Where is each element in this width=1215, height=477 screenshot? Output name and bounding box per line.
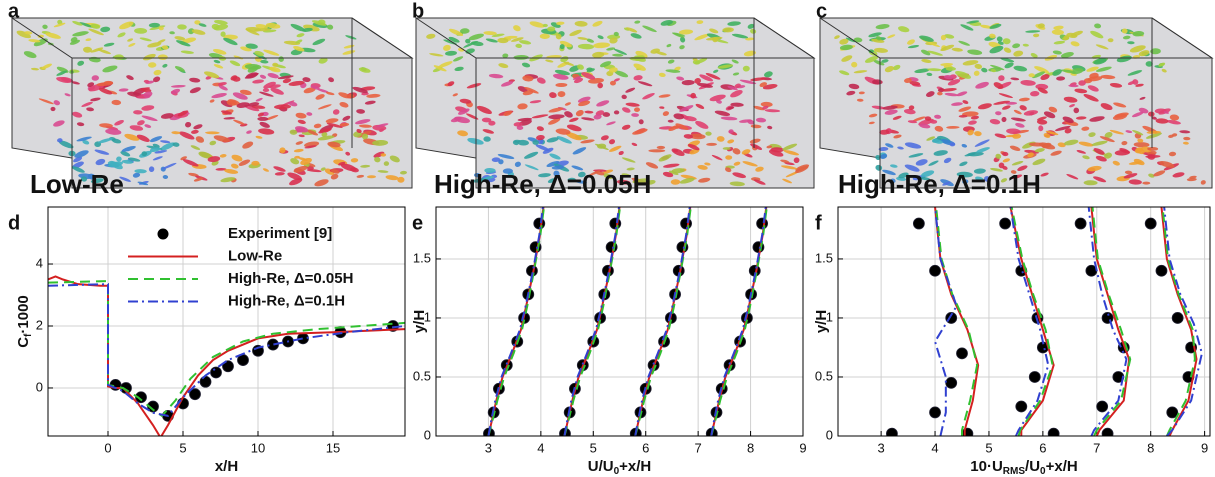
data-point — [681, 218, 692, 229]
vortex-streak — [263, 88, 269, 92]
data-point — [1048, 428, 1059, 439]
image-caption: Low-Re — [30, 169, 124, 199]
x-tick-label: 4 — [537, 440, 544, 455]
x-tick-label: 9 — [1201, 440, 1208, 455]
vortex-streak — [1147, 147, 1158, 151]
data-point — [913, 218, 924, 229]
data-point — [1097, 401, 1108, 412]
y-axis-label: Cf·1000 — [15, 295, 34, 348]
x-tick-label: 5 — [590, 440, 597, 455]
x-tick-label: 8 — [747, 440, 754, 455]
data-point — [1102, 428, 1113, 439]
rendering — [820, 18, 1212, 188]
x-tick-label: 7 — [1093, 440, 1100, 455]
x-tick-label: 3 — [485, 440, 492, 455]
x-tick-label: 6 — [1039, 440, 1046, 455]
y-tick-label: 2 — [36, 317, 43, 332]
y-axis-label-part: y/H — [411, 310, 428, 333]
x-tick-label: 8 — [1147, 440, 1154, 455]
x-tick-label: 4 — [931, 440, 938, 455]
data-point — [211, 367, 222, 378]
vortex-streak — [279, 147, 285, 153]
panel-letter: d — [8, 212, 20, 234]
x-tick-label: 10 — [251, 440, 265, 455]
x-axis-label-part: RMS — [1003, 466, 1026, 477]
x-tick-label: 0 — [104, 440, 111, 455]
x-axis-label: 10·URMS/U0+x/H — [970, 458, 1077, 477]
data-point — [957, 348, 968, 359]
y-axis-label: y/H — [411, 310, 428, 333]
y-tick-label: 1.5 — [413, 250, 431, 265]
x-tick-label: 3 — [878, 440, 885, 455]
rendering — [416, 18, 814, 188]
panel-letter: e — [412, 212, 423, 234]
x-axis-label: x/H — [215, 458, 238, 475]
data-point — [930, 265, 941, 276]
vortex-streak — [648, 149, 665, 152]
y-tick-label: 0.5 — [413, 368, 431, 383]
x-tick-label: 15 — [326, 440, 340, 455]
legend-label: High-Re, Δ=0.1H — [228, 292, 345, 309]
y-tick-label: 0 — [826, 427, 833, 442]
x-tick-label: 7 — [695, 440, 702, 455]
y-tick-label: 0.5 — [815, 368, 833, 383]
y-axis-label: y/H — [813, 310, 830, 333]
vortex-streak — [614, 110, 619, 114]
panel-letter: a — [8, 0, 20, 22]
data-point — [757, 218, 768, 229]
x-axis-label-part: /U — [1025, 458, 1040, 475]
vortex-streak — [104, 81, 113, 84]
figure: a Low-Re b High-Re, Δ=0.05H c High-Re, Δ=0.1H… — [0, 0, 1215, 477]
x-axis-label: U/U0+x/H — [588, 458, 652, 477]
data-point — [610, 218, 621, 229]
plot-area — [48, 207, 405, 436]
y-tick-label: 0 — [36, 379, 43, 394]
vortex-streak — [1142, 182, 1150, 185]
legend-label: High-Re, Δ=0.05H — [228, 270, 353, 287]
y-axis-label-part: C — [15, 337, 32, 348]
panel-letter: c — [816, 0, 827, 22]
vortex-streak — [657, 146, 665, 149]
x-tick-label: 5 — [985, 440, 992, 455]
x-axis-label-part: 10·U — [970, 458, 1003, 475]
legend-label: Low-Re — [228, 247, 282, 264]
vortex-streak — [51, 107, 56, 111]
panel-letter: b — [412, 0, 424, 22]
vortex-streak — [257, 117, 268, 121]
y-tick-label: 0 — [424, 427, 431, 442]
x-axis-label-part: +x/H — [619, 458, 651, 475]
legend-label: Experiment [9] — [228, 225, 332, 242]
data-point — [886, 428, 897, 439]
data-point — [930, 407, 941, 418]
data-point — [1172, 312, 1183, 323]
x-tick-label: 5 — [179, 440, 186, 455]
image-caption: High-Re, Δ=0.1H — [838, 169, 1041, 199]
data-point — [1029, 371, 1040, 382]
vortex-streak — [381, 153, 387, 156]
y-tick-label: 4 — [36, 255, 43, 270]
x-axis-label-part: U/U — [588, 458, 614, 475]
data-point — [962, 428, 973, 439]
data-point — [1016, 401, 1027, 412]
data-point — [1075, 218, 1086, 229]
x-tick-label: 9 — [799, 440, 806, 455]
rendering — [12, 18, 412, 188]
x-axis-label-part: +x/H — [1046, 458, 1078, 475]
data-point — [946, 377, 957, 388]
data-point — [534, 218, 545, 229]
data-point — [1145, 218, 1156, 229]
y-tick-label: 1.5 — [815, 250, 833, 265]
y-axis-label-part: y/H — [813, 310, 830, 333]
data-point — [1156, 265, 1167, 276]
legend-marker — [158, 229, 169, 240]
panel-letter: f — [815, 212, 822, 234]
data-point — [1000, 218, 1011, 229]
image-caption: High-Re, Δ=0.05H — [434, 169, 651, 199]
x-tick-label: 6 — [642, 440, 649, 455]
y-axis-label-part: ·1000 — [15, 295, 32, 333]
x-axis-label-part: x/H — [215, 458, 238, 475]
